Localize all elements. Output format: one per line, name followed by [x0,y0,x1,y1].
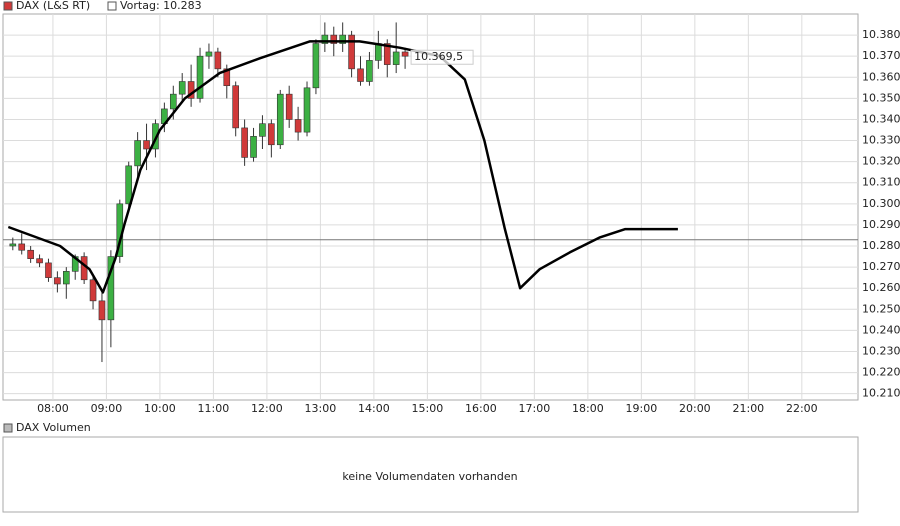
x-tick-label: 10:00 [144,402,176,415]
x-tick-label: 18:00 [572,402,604,415]
y-tick-label: 10.360 [862,70,900,83]
candle-body [63,271,70,285]
x-tick-label: 22:00 [786,402,818,415]
y-tick-label: 10.240 [862,323,900,336]
candle-body [143,140,150,150]
candle-body [241,127,248,158]
x-tick-label: 13:00 [305,402,337,415]
reference-label: Vortag: 10.283 [120,0,202,12]
y-tick-label: 10.290 [862,218,900,231]
y-tick-label: 10.350 [862,91,900,104]
plot-frame [2,13,859,401]
candle-body [27,249,34,259]
candle-body [89,279,97,302]
x-tick-label: 19:00 [626,402,658,415]
candle-body [357,68,364,82]
x-tick-label: 09:00 [91,402,123,415]
candle-body [54,277,61,285]
candle-body [303,87,311,133]
y-tick-label: 10.340 [862,112,900,125]
candle-body [348,34,355,70]
x-tick-label: 20:00 [679,402,711,415]
x-tick-label: 14:00 [358,402,390,415]
y-tick-label: 10.370 [862,49,900,62]
candle-body [134,140,141,167]
x-tick-label: 15:00 [412,402,444,415]
volume-title: DAX Volumen [16,421,91,434]
trend-line [7,40,678,294]
candle-body [268,123,275,146]
candle-body [401,51,409,57]
candle-body [187,81,195,99]
candle-body [392,51,400,65]
candle-body [9,243,17,247]
x-tick-label: 11:00 [198,402,230,415]
candle-body [321,34,329,44]
chart-title: DAX (L&S RT) [16,0,90,12]
x-tick-label: 16:00 [465,402,497,415]
candle-body [18,243,26,251]
y-tick-label: 10.300 [862,197,900,210]
y-tick-label: 10.380 [862,28,900,41]
candle-body [312,43,320,89]
candle-body [259,123,266,137]
candle-body [330,34,338,44]
last-price-box [410,49,474,65]
volume-message: keine Volumendaten vorhanden [342,470,517,483]
last-price-label: 10.369,5 [414,50,463,63]
x-tick-label: 21:00 [732,402,764,415]
candle-body [285,93,293,120]
volume-swatch [3,423,13,433]
candle-body [214,51,222,70]
x-tick-label: 08:00 [37,402,69,415]
y-tick-label: 10.320 [862,155,900,168]
y-tick-label: 10.210 [862,387,900,400]
reference-swatch [107,1,117,11]
y-tick-label: 10.260 [862,281,900,294]
x-tick-label: 17:00 [519,402,551,415]
candle-body [45,262,52,278]
y-tick-label: 10.280 [862,239,900,252]
candle-body [294,119,302,133]
candle-body [375,43,382,61]
candle-body [125,165,133,205]
candle-body [223,68,231,87]
y-tick-label: 10.250 [862,302,900,315]
candle-body [196,55,204,99]
y-tick-label: 10.330 [862,134,900,147]
candle-body [232,85,239,129]
candle-body [366,60,373,82]
candle-body [169,93,177,110]
y-tick-label: 10.310 [862,176,900,189]
candle-body [178,81,186,95]
candle-body [276,93,284,146]
candle-body [98,300,106,321]
candle-body [339,34,346,44]
candle-body [205,51,213,57]
x-tick-label: 12:00 [251,402,283,415]
y-tick-label: 10.220 [862,366,900,379]
volume-frame [2,436,859,513]
candle-body [383,43,391,65]
legend-swatch [3,1,13,11]
candle-body [107,256,115,321]
candle-body [250,136,257,158]
candle-body [36,258,43,264]
y-tick-label: 10.270 [862,260,900,273]
y-tick-label: 10.230 [862,344,900,357]
